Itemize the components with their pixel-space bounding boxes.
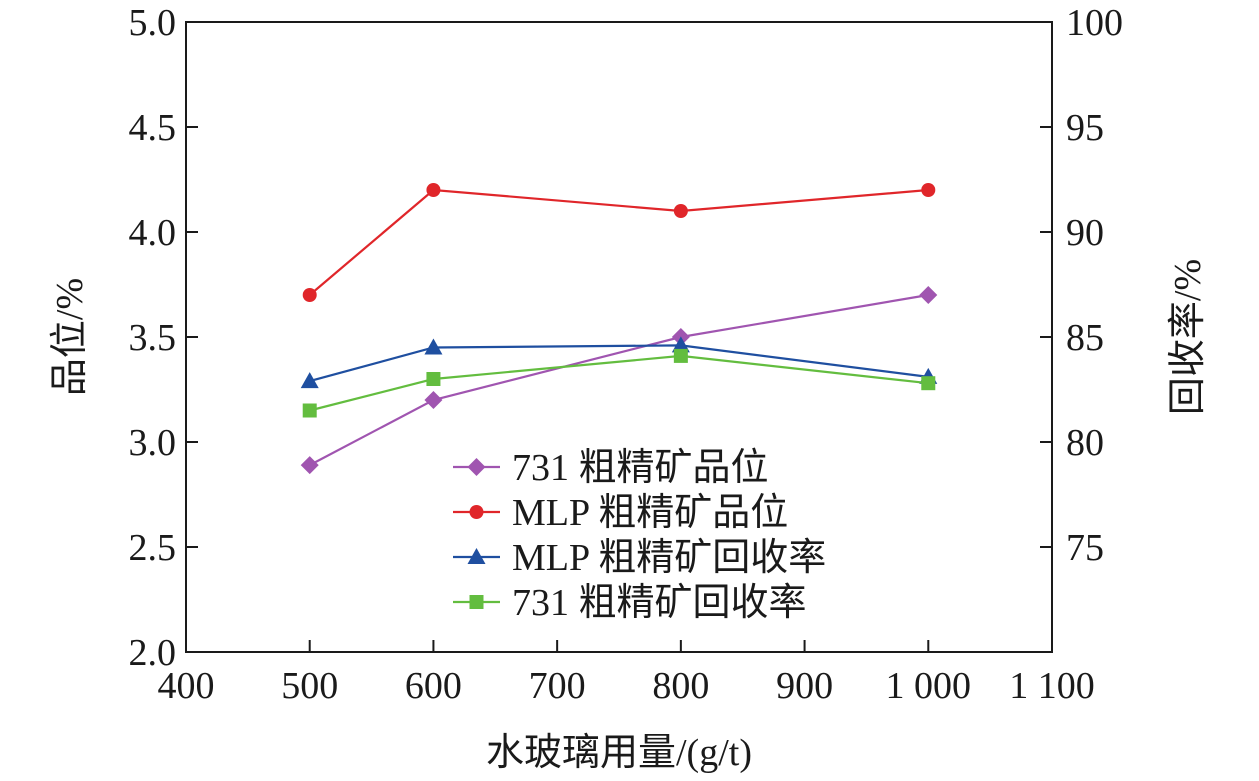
series-line: [309, 354, 929, 412]
data-point: [919, 286, 938, 304]
data-point: [424, 338, 443, 355]
series-line: [309, 188, 929, 296]
legend-label: 731 粗精矿品位: [512, 447, 769, 489]
data-point: [426, 183, 441, 197]
y-left-tick-label: 3.0: [129, 422, 177, 464]
y-left-tick-label: 3.5: [129, 317, 177, 359]
y-left-tick-label: 5.0: [129, 2, 177, 44]
legend-label: MLP 粗精矿品位: [512, 492, 788, 534]
series-line: [309, 344, 929, 383]
series-1: [302, 183, 936, 302]
y-left-tick-label: 4.5: [129, 107, 177, 149]
x-tick-label: 1 100: [1009, 665, 1095, 707]
series-line: [309, 293, 929, 467]
data-point: [673, 348, 688, 363]
y-right-tick-label: 85: [1066, 317, 1104, 359]
axis-ticks: 400 500 600 700 800 900 1 000 1 100 2.0 2.5 3.0 3.5…: [129, 2, 1124, 707]
legend-label: 731 粗精矿回收率: [512, 582, 807, 624]
y-right-tick-label: 80: [1066, 422, 1104, 464]
x-tick-label: 1 000: [886, 665, 972, 707]
y-axis-right-title: 回收率/%: [1167, 259, 1209, 415]
data-point: [921, 376, 936, 391]
data-point: [921, 183, 936, 197]
x-tick-label: 700: [529, 665, 586, 707]
y-right-tick-label: 90: [1066, 212, 1104, 254]
legend-item: MLP 粗精矿品位: [453, 492, 788, 534]
legend-swatch-marker: [467, 458, 486, 476]
data-point: [300, 456, 319, 475]
y-axis-left-title: 品位/%: [49, 278, 91, 396]
legend-item: 731 粗精矿回收率: [453, 582, 807, 624]
legend-item: 731 粗精矿品位: [453, 447, 769, 489]
y-left-tick-label: 2.5: [129, 527, 177, 569]
data-point: [426, 372, 441, 386]
y-right-tick-label: 95: [1066, 107, 1104, 149]
legend-item: MLP 粗精矿回收率: [453, 537, 826, 579]
x-tick-label: 900: [776, 665, 833, 707]
data-point: [302, 288, 317, 302]
legend-label: MLP 粗精矿回收率: [512, 537, 826, 579]
y-right-tick-label: 100: [1066, 2, 1123, 44]
series-layer: [300, 183, 938, 475]
legend-swatch-marker: [467, 548, 486, 564]
series-0: [300, 286, 938, 475]
legend-swatch-marker: [469, 505, 484, 519]
series-3: [302, 348, 936, 418]
x-axis-title: 水玻璃用量/(g/t): [486, 732, 752, 774]
y-right-tick-label: 75: [1066, 527, 1104, 569]
data-point: [673, 204, 688, 218]
x-tick-label: 800: [652, 665, 709, 707]
data-point: [424, 391, 443, 409]
x-tick-label: 500: [281, 665, 338, 707]
x-tick-label: 600: [405, 665, 462, 707]
data-point: [302, 403, 317, 418]
legend-swatch-marker: [469, 595, 484, 609]
data-point: [671, 336, 690, 353]
y-left-tick-label: 2.0: [129, 632, 177, 674]
data-point: [300, 372, 319, 389]
x-tick-label: 400: [158, 665, 215, 707]
y-left-tick-label: 4.0: [129, 212, 177, 254]
